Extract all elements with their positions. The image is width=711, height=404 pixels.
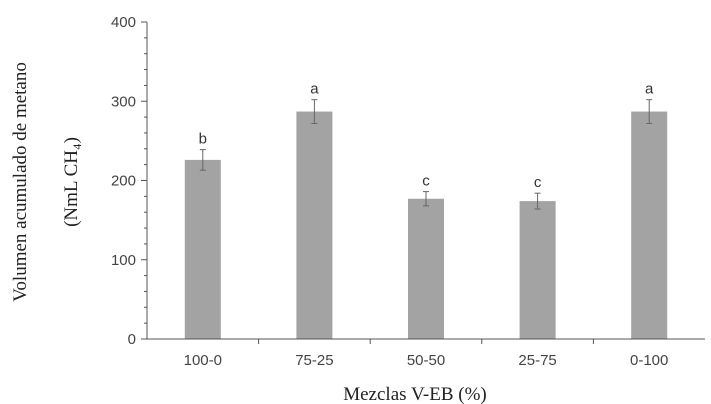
x-tick-label: 75-25 xyxy=(295,352,333,369)
y-tick-label: 200 xyxy=(111,173,136,190)
x-axis-title: Mezclas V-EB (%) xyxy=(343,384,487,404)
y-tick-label: 100 xyxy=(111,252,136,269)
y-axis-title-line1: Volumen acumulado de metano xyxy=(10,62,31,302)
y-tick-label: 300 xyxy=(111,93,136,110)
x-tick-label: 0-100 xyxy=(630,352,668,369)
x-tick-label: 50-50 xyxy=(407,352,445,369)
x-tick-label: 25-75 xyxy=(518,352,556,369)
bar xyxy=(296,111,333,340)
significance-label: a xyxy=(310,81,319,98)
y-axis-title-line2: (NmL CH₄) xyxy=(61,137,82,227)
significance-label: c xyxy=(534,174,542,191)
bar xyxy=(184,159,221,339)
significance-label: b xyxy=(199,131,207,148)
bar xyxy=(631,111,668,340)
y-tick-label: 0 xyxy=(128,331,136,348)
y-tick-label: 400 xyxy=(111,14,136,31)
bar xyxy=(408,198,444,339)
y-axis-ticks: 0 100 200 300 400 xyxy=(111,14,147,348)
significance-label: a xyxy=(645,81,654,98)
x-tick-label: 100-0 xyxy=(184,352,222,369)
x-axis-ticks: 100-0 75-25 50-50 25-75 0-100 xyxy=(184,339,668,369)
bars-group: b a c c a xyxy=(184,81,668,340)
axes xyxy=(146,22,705,340)
significance-label: c xyxy=(422,173,430,190)
bar xyxy=(519,201,556,339)
